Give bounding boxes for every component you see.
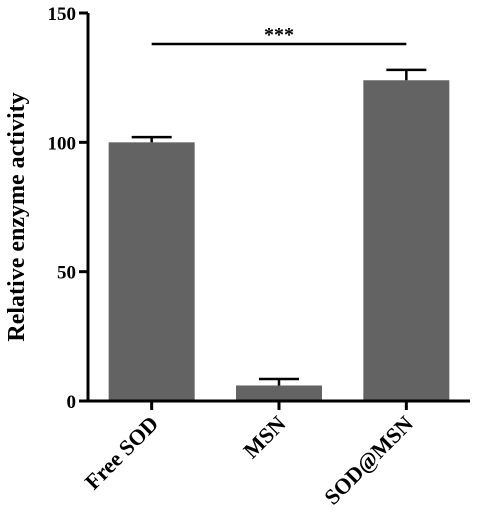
x-ticks-group: Free SOD MSN SOD@MSN [80,401,418,510]
significance-annotation: *** [151,24,407,46]
bars-group [108,80,450,402]
y-tick-label-0: 0 [67,392,77,413]
significance-label: *** [264,24,294,46]
bar-2 [236,385,322,401]
bar-3 [363,80,450,402]
y-tick-label-50: 50 [57,263,76,284]
error-bars-group [131,68,427,386]
y-ticks-group: 0 50 100 150 [48,4,88,413]
bar-1 [108,142,195,402]
y-axis-title: Relative enzyme activity [4,92,30,341]
y-tick-label-100: 100 [48,133,77,154]
y-tick-label-150: 150 [48,4,77,25]
x-tick-label-1: Free SOD [80,411,163,494]
x-tick-label-3: SOD@MSN [319,411,418,510]
x-tick-label-2: MSN [238,411,290,463]
